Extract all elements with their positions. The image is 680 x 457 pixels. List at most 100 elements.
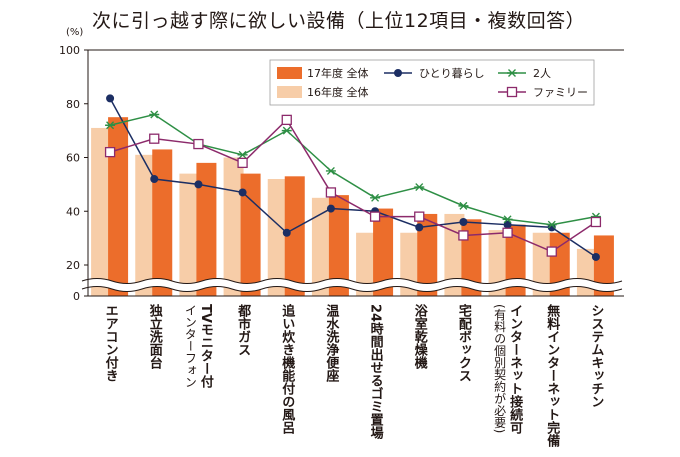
- line-single: [109, 98, 597, 258]
- bar-fy17-6: [373, 208, 394, 296]
- lines-layer: [104, 94, 602, 261]
- legend-couple-label: 2人: [533, 67, 551, 80]
- x-tick-label-9-line-1: (有料の個別契約が必要): [493, 304, 507, 433]
- x-tick-label-8-line-0: 宅配ボックス: [456, 303, 472, 382]
- point-couple-5: [325, 166, 336, 175]
- point-couple-4: [281, 126, 292, 135]
- axis-break: [81, 278, 624, 292]
- x-tick-label-10-line-0: 無料インターネット完備: [544, 303, 560, 448]
- legend-fy16-label: 16年度 全体: [307, 85, 369, 99]
- x-tick-label-10: 無料インターネット完備: [544, 303, 560, 448]
- bar-fy16-2: [179, 173, 200, 296]
- x-tick-label-5-line-0: 温水洗浄便座: [323, 304, 340, 383]
- point-family-0: [104, 146, 116, 158]
- x-tick-label-3: 都市ガス: [235, 303, 252, 356]
- bar-fy17-7: [417, 213, 438, 296]
- point-single-4: [282, 228, 291, 237]
- x-tick-label-7: 浴室乾燥機: [412, 303, 428, 370]
- x-tick-label-7-line-0: 浴室乾燥機: [412, 303, 428, 370]
- legend-swatch-fy16: [277, 86, 302, 98]
- bar-fy16-4: [267, 179, 288, 296]
- x-tick-label-3-line-0: 都市ガス: [235, 303, 252, 356]
- bar-fy16-6: [356, 232, 377, 296]
- y-tick-label-20: 20: [66, 259, 80, 272]
- y-tick-label-40: 40: [66, 205, 80, 218]
- point-single-1: [150, 175, 159, 183]
- point-couple-9: [502, 215, 513, 224]
- x-tick-label-1: 独立洗面台: [147, 303, 163, 370]
- point-couple-10: [546, 220, 557, 229]
- point-family-5: [325, 187, 337, 198]
- point-family-11: [590, 216, 602, 228]
- x-tick-label-5: 温水洗浄便座: [323, 304, 340, 383]
- x-tick-label-1-line-0: 独立洗面台: [147, 303, 163, 370]
- axes: 0 20 40 60 80 100 (%): [59, 27, 624, 303]
- legend-box: [269, 59, 595, 106]
- point-single-7: [415, 223, 424, 232]
- x-tick-label-6: 24時間出せるゴミ置場: [368, 304, 384, 441]
- x-tick-label-0-line-0: エアコン付き: [103, 304, 119, 382]
- x-tick-label-8: 宅配ボックス: [456, 303, 472, 382]
- legend-marker-couple: [507, 69, 517, 77]
- point-single-9: [503, 220, 512, 229]
- bar-fy17-4: [284, 176, 305, 296]
- point-single-0: [106, 94, 115, 103]
- legend-marker-single: [394, 69, 402, 77]
- legend-family-label: ファミリー: [533, 86, 588, 99]
- line-family: [109, 118, 597, 253]
- bar-fy17-1: [152, 149, 173, 296]
- point-couple-8: [458, 201, 469, 210]
- x-tick-label-11: システムキッチン: [588, 304, 604, 408]
- x-tick-label-9: インターネット接続可(有料の個別契約が必要): [493, 304, 523, 435]
- point-single-3: [238, 188, 247, 197]
- point-single-2: [194, 180, 203, 189]
- legend-swatch-fy17: [277, 67, 302, 79]
- point-couple-7: [414, 183, 425, 192]
- x-tick-label-11-line-0: システムキッチン: [588, 304, 604, 408]
- x-tick-label-4-line-0: 追い炊き機能付の風呂: [279, 303, 295, 435]
- legend-single-label: ひとり暮らし: [419, 66, 485, 80]
- point-family-10: [546, 246, 557, 257]
- bar-fy16-9: [488, 230, 509, 296]
- point-family-2: [193, 138, 204, 150]
- bar-fy17-11: [593, 235, 614, 296]
- x-tick-label-4: 追い炊き機能付の風呂: [279, 303, 295, 435]
- y-tick-label-100: 100: [59, 44, 80, 57]
- axis-break-band: [82, 278, 624, 292]
- y-tick-label-60: 60: [66, 152, 80, 165]
- point-single-5: [326, 204, 335, 213]
- x-tick-label-6-line-0: 24時間出せるゴミ置場: [368, 304, 384, 441]
- point-family-8: [458, 230, 469, 241]
- point-family-3: [237, 157, 248, 169]
- y-tick-label-80: 80: [66, 98, 80, 111]
- bar-fy17-0: [108, 117, 129, 296]
- y-axis-label: (%): [66, 27, 83, 38]
- chart-title: 次に引っ越す際に欲しい設備（上位12項目・複数回答）: [92, 10, 586, 32]
- x-tick-label-9-line-0: インターネット接続可: [507, 304, 523, 435]
- point-couple-3: [237, 150, 248, 159]
- point-family-9: [502, 227, 513, 238]
- point-family-1: [149, 133, 160, 144]
- point-couple-0: [105, 121, 116, 130]
- axis-break-line-bottom: [81, 286, 623, 292]
- bars-layer: [91, 117, 614, 296]
- point-single-8: [459, 218, 468, 226]
- bar-fy16-0: [91, 127, 112, 296]
- bar-fy17-2: [196, 162, 217, 296]
- legend-fy17-label: 17年度 全体: [307, 66, 369, 80]
- x-tick-label-2-line-0: TVモニター付: [198, 304, 214, 389]
- y-tick-label-0: 0: [73, 290, 80, 303]
- point-family-7: [414, 211, 425, 222]
- point-couple-6: [370, 193, 381, 202]
- point-family-4: [281, 114, 292, 126]
- point-single-11: [591, 252, 600, 261]
- point-couple-1: [149, 110, 160, 119]
- point-family-6: [369, 211, 381, 222]
- bar-fy16-5: [311, 197, 332, 296]
- x-tick-label-0: エアコン付き: [103, 304, 119, 382]
- bar-fy17-5: [328, 195, 349, 296]
